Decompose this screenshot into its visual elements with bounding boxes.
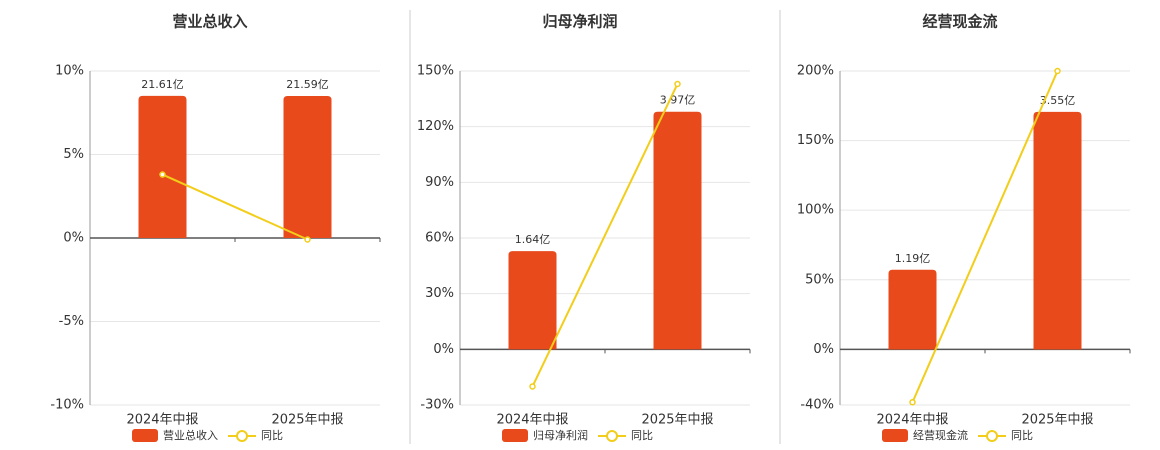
yoy-point bbox=[674, 80, 681, 88]
legend-swatch bbox=[132, 429, 158, 442]
legend-label: 同比 bbox=[1011, 429, 1033, 442]
x-tick-label: 2025年中报 bbox=[641, 413, 713, 428]
yoy-point bbox=[529, 383, 536, 390]
bar bbox=[138, 95, 187, 238]
legend-label: 同比 bbox=[631, 429, 653, 442]
y-tick-label: 150% bbox=[417, 64, 454, 79]
chart-title: 经营现金流 bbox=[922, 13, 997, 31]
legend-marker bbox=[236, 430, 248, 442]
x-tick-label: 2025年中报 bbox=[271, 413, 343, 428]
legend-label: 归母净利润 bbox=[533, 428, 588, 442]
yoy-line bbox=[162, 173, 308, 241]
y-tick-label: 0% bbox=[63, 231, 84, 246]
value-label: 1.19亿 bbox=[895, 252, 931, 265]
x-tick-label: 2025年中报 bbox=[1021, 413, 1093, 428]
yoy-point bbox=[304, 236, 311, 243]
y-tick-label: 30% bbox=[425, 286, 454, 301]
yoy-point bbox=[909, 398, 916, 406]
legend-marker bbox=[606, 430, 618, 442]
legend-swatch bbox=[882, 429, 908, 442]
y-tick-label: -10% bbox=[50, 398, 84, 413]
legend-label: 营业总收入 bbox=[163, 428, 218, 442]
chart-title: 归母净利润 bbox=[542, 13, 617, 31]
legend-swatch bbox=[502, 429, 528, 442]
bar bbox=[1033, 111, 1082, 350]
y-tick-label: -40% bbox=[800, 398, 834, 413]
value-label: 21.59亿 bbox=[286, 78, 329, 91]
value-label: 21.61亿 bbox=[141, 78, 184, 91]
y-tick-label: 100% bbox=[797, 203, 834, 218]
y-tick-label: 10% bbox=[55, 64, 84, 79]
yoy-line bbox=[531, 83, 679, 387]
legend-marker bbox=[986, 430, 998, 442]
bar bbox=[888, 269, 937, 350]
y-tick-label: 120% bbox=[417, 119, 454, 134]
y-tick-label: 90% bbox=[425, 175, 454, 190]
bar bbox=[283, 96, 332, 238]
chart-title: 营业总收入 bbox=[172, 13, 247, 31]
yoy-point bbox=[159, 171, 166, 178]
x-tick-label: 2024年中报 bbox=[876, 413, 948, 428]
x-tick-label: 2024年中报 bbox=[126, 413, 198, 428]
y-tick-label: 5% bbox=[63, 147, 84, 162]
y-tick-label: -5% bbox=[59, 314, 84, 329]
y-tick-label: -30% bbox=[420, 398, 454, 413]
value-label: 1.64亿 bbox=[515, 233, 551, 246]
bar bbox=[508, 251, 557, 350]
bar bbox=[653, 111, 702, 350]
y-tick-label: 0% bbox=[813, 342, 834, 357]
y-tick-label: 200% bbox=[797, 64, 834, 79]
value-label: 3.97亿 bbox=[660, 94, 696, 107]
y-tick-label: 60% bbox=[425, 231, 454, 246]
y-tick-label: 150% bbox=[797, 133, 834, 148]
y-tick-label: 0% bbox=[433, 342, 454, 357]
yoy-point bbox=[1054, 67, 1061, 75]
x-tick-label: 2024年中报 bbox=[496, 413, 568, 428]
y-tick-label: 50% bbox=[805, 272, 834, 287]
legend-label: 同比 bbox=[261, 429, 283, 442]
value-label: 3.55亿 bbox=[1040, 94, 1076, 107]
yoy-line bbox=[911, 70, 1059, 403]
legend-label: 经营现金流 bbox=[913, 428, 968, 442]
